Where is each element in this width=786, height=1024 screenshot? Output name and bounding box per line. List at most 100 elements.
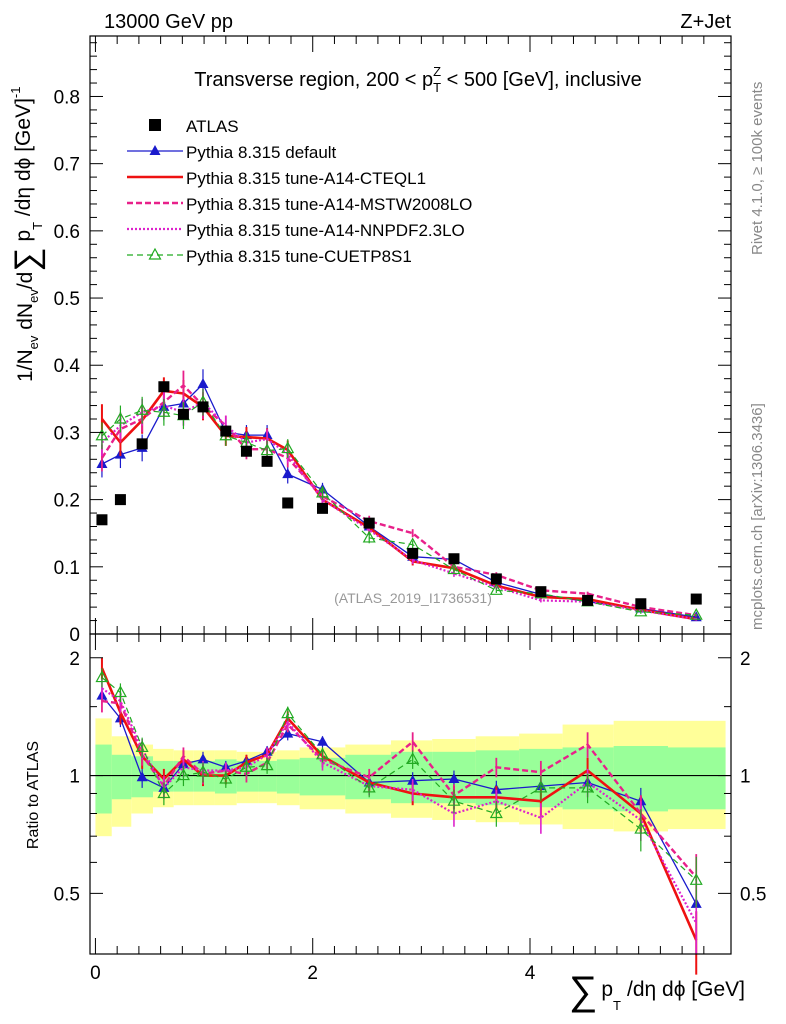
main-series-line	[101, 401, 697, 616]
main-series-line	[101, 383, 697, 618]
ratio-frame	[89, 633, 732, 955]
ratio-point	[634, 821, 648, 834]
legend-marker	[148, 247, 162, 260]
main-series-line	[100, 389, 697, 621]
atlas-point	[240, 445, 252, 457]
atlas-point	[136, 438, 148, 450]
x-axis-label: ∑ pT/dη dϕ [GeV]	[569, 969, 745, 1013]
ratio-point	[315, 747, 330, 760]
main-y-tick-label: 0.2	[54, 491, 80, 512]
legend-label: Pythia 8.315 default	[186, 143, 337, 162]
ratio-point	[282, 727, 294, 738]
main-y-tick-label: 0.8	[54, 87, 80, 108]
ratio-point	[196, 764, 210, 777]
ratio-y-tick-label-right: 2	[740, 649, 751, 670]
atlas-point	[197, 401, 209, 413]
atlas-point	[177, 408, 189, 420]
main-point	[447, 562, 461, 575]
main-point	[362, 530, 376, 543]
ratio-point	[534, 780, 548, 793]
ratio-point	[135, 740, 149, 753]
ratio-band-inner	[667, 747, 726, 810]
main-series-0	[96, 369, 702, 622]
legend-marker	[149, 145, 161, 155]
ratio-band-inner	[111, 754, 132, 800]
main-y-tick-label: 0.1	[54, 558, 80, 579]
ratio-series-4	[95, 668, 703, 908]
atlas-point	[282, 497, 294, 509]
ratio-series-line	[101, 677, 697, 881]
atlas-data	[96, 381, 702, 610]
main-y-tick-label: 0.6	[54, 222, 80, 243]
ratio-point	[197, 753, 209, 764]
rivet-label: Rivet 4.1.0, ≥ 100k events	[749, 82, 766, 255]
ratio-y-tick-label-right: 0.5	[740, 884, 766, 905]
ratio-point	[157, 786, 171, 799]
atlas-point	[690, 593, 702, 605]
x-tick-label: 2	[307, 963, 318, 984]
main-series-line	[100, 384, 697, 617]
main-point	[113, 411, 127, 424]
legend-label: Pythia 8.315 tune-CUETP8S1	[186, 247, 412, 266]
ratio-band-inner	[276, 759, 300, 794]
legend-marker-atlas	[149, 119, 161, 131]
ratio-point	[489, 806, 503, 819]
ratio-y-tick-label: 0.5	[54, 884, 80, 905]
main-point	[315, 485, 330, 498]
ratio-point	[581, 780, 595, 793]
atlas-point	[220, 425, 232, 437]
ratio-y-tick-label: 2	[69, 649, 80, 670]
legend-label: Pythia 8.315 tune-A14-CTEQL1	[186, 169, 426, 188]
collision-label: 13000 GeV pp	[104, 11, 233, 33]
mcplots-label: mcplots.cern.ch [arXiv:1306.3436]	[749, 403, 766, 630]
ratio-y-axis-label: Ratio to ATLAS	[25, 741, 42, 849]
main-series-2	[100, 370, 698, 617]
ratio-point	[260, 758, 274, 771]
main-y-axis-label: 1/Nev dNev/d∑ pT /dη dϕ [GeV]-1	[8, 87, 46, 382]
process-label: Z+Jet	[680, 11, 731, 33]
main-y-tick-label: 0.5	[54, 289, 80, 310]
x-tick-label: 0	[90, 963, 101, 984]
atlas-point	[158, 381, 170, 393]
ratio-point	[95, 670, 109, 683]
main-point	[135, 403, 149, 415]
main-series-3	[101, 388, 698, 621]
atlas-point	[582, 594, 594, 606]
ratio-point	[113, 685, 127, 698]
main-y-tick-label: 0.4	[54, 356, 81, 377]
ratio-point	[362, 780, 376, 793]
atlas-point	[363, 517, 375, 529]
legend: ATLAS Pythia 8.315 default Pythia 8.315 tu…	[127, 117, 472, 266]
chart-title: Transverse region, 200 < pTZ < 500 [GeV]…	[194, 64, 641, 95]
ratio-point	[281, 706, 295, 719]
atlas-point	[535, 586, 547, 598]
atlas-point	[261, 455, 273, 467]
ratio-y-tick-label-right: 1	[740, 767, 751, 788]
ratio-point	[406, 752, 420, 764]
main-y-tick-label: 0.7	[54, 155, 80, 176]
analysis-watermark: (ATLAS_2019_I1736531)	[334, 590, 492, 606]
ratio-point	[136, 771, 148, 782]
ratio-band-inner	[95, 744, 112, 814]
main-y-tick-label: 0.3	[54, 423, 80, 444]
ratio-y-tick-label: 1	[69, 767, 80, 788]
main-series-line	[101, 401, 697, 621]
atlas-point	[114, 494, 126, 506]
main-y-tick-label: 0	[69, 625, 80, 646]
main-series-1	[100, 377, 698, 621]
main-point	[260, 443, 274, 456]
ratio-point	[316, 735, 328, 746]
ratio-point	[447, 793, 461, 806]
ratio-point	[448, 772, 460, 783]
main-point	[157, 405, 171, 417]
ratio-panel: 0.5 0.5 1 1 2 2 0 2 4 Ratio to ATLAS ∑ pT/dη dϕ […	[25, 633, 766, 1013]
main-point	[197, 378, 209, 389]
ratio-point	[176, 768, 190, 781]
ratio-point	[689, 873, 703, 885]
main-series-4	[95, 388, 703, 620]
main-point	[282, 468, 294, 479]
main-point	[489, 583, 503, 595]
main-point	[634, 604, 648, 617]
atlas-point	[490, 573, 502, 585]
